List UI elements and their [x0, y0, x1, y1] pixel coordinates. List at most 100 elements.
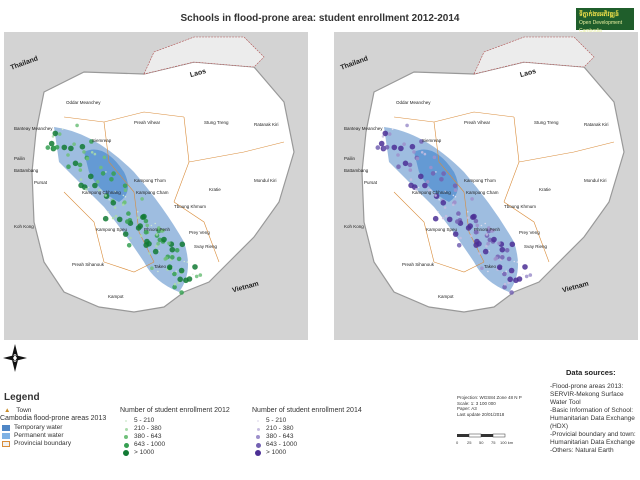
map2014-school-point	[440, 200, 447, 206]
map2012-school-point	[166, 264, 173, 270]
logo-line-khmer: ទីភ្នាក់ងារអភិវឌ្ឍន៍	[579, 12, 619, 18]
map2014-school-point	[502, 284, 507, 290]
map2012-school-point	[123, 188, 128, 192]
province-kampong-speu-2: Kampong Speu	[426, 227, 458, 232]
map2012-school-point	[82, 150, 86, 154]
map2012-school-point	[157, 270, 159, 273]
map2012-school-point	[194, 274, 199, 279]
scale-label-50: 50	[479, 440, 484, 445]
province-pailin-2: Pailin	[344, 156, 356, 161]
scale-label-0: 0	[456, 440, 459, 445]
legend-2014-symbol-2	[256, 435, 260, 439]
map2012-school-point	[136, 216, 140, 219]
legend-2012-symbol-3	[123, 442, 129, 448]
province-kampot: Kampot	[108, 294, 124, 299]
map2012-school-point	[161, 228, 165, 233]
map2012-school-point	[51, 135, 55, 138]
province-kampong-cham-2: Kampong Cham	[466, 190, 499, 195]
province-stung-treng: Stung Treng	[204, 120, 229, 125]
map2012-school-point	[125, 219, 130, 224]
map2012-school-point	[79, 178, 83, 181]
province-kampong-thom: Kampong Thom	[134, 178, 166, 183]
map2014-school-point	[402, 160, 409, 167]
legend-2012-symbol-4	[123, 450, 129, 456]
map2012-school-point	[179, 290, 184, 295]
map2014-school-point	[455, 219, 460, 224]
map2014-school-point	[402, 142, 406, 146]
map2014-school-point	[488, 250, 490, 252]
province-kampong-chhnang-2: Kampong Chhnang	[412, 190, 451, 195]
source-line: -Provicial boundary and town:	[550, 431, 636, 438]
map-metadata: Projection: WGS84 Zone 48 N P Scale: 1: …	[457, 395, 522, 417]
map2012-school-point	[113, 206, 117, 209]
map2012-school-point	[179, 241, 186, 248]
map2014-school-point	[396, 153, 400, 157]
map2012-school-point	[136, 211, 139, 213]
provincial-boundary-swatch	[2, 441, 10, 447]
source-line: -Flood-prone areas 2013:	[550, 383, 624, 390]
province-mondul: Mondul Kiri	[254, 178, 277, 183]
map2014-school-point	[486, 241, 490, 246]
map2012-school-point	[45, 145, 51, 150]
province-preah-vihear-2: Preah Vihear	[464, 120, 491, 125]
source-line: SERVIR-Mekong Surface Water Tool	[550, 391, 624, 406]
map2012-school-point	[156, 228, 162, 234]
map2012-school-point	[174, 248, 180, 253]
map2014-school-point	[491, 228, 495, 233]
map-2014: Thailand Laos Vietnam Oddar Meanchey Pre…	[334, 32, 638, 340]
legend-2012-class-label-0: 5 - 210	[134, 417, 155, 424]
map2012-school-point	[157, 226, 161, 230]
source-line: Humanitarian Data Exchange (HDX)	[550, 415, 635, 430]
legend-2012-class-label-2: 380 - 643	[134, 433, 162, 440]
legend-2014-title: Number of student enrollment 2014	[252, 407, 362, 414]
map2012-school-point	[102, 155, 107, 160]
source-line: -Others: Natural Earth	[550, 447, 614, 454]
map2014-school-point	[509, 241, 516, 248]
map2014-school-point	[459, 236, 462, 240]
map2012-school-point	[143, 218, 149, 224]
map2014-school-point	[507, 281, 510, 285]
map2014-school-point	[408, 168, 413, 172]
map2012-school-point	[116, 216, 123, 223]
map2014-school-point	[446, 216, 453, 223]
map2012-school-point	[104, 194, 107, 197]
map2012-school-point	[198, 273, 203, 277]
map2012-school-point	[135, 225, 142, 231]
province-koh-kong: Koh Kong	[14, 224, 34, 229]
map2014-school-point	[444, 190, 446, 193]
map2012-school-point	[129, 236, 132, 240]
map2012-school-point	[140, 234, 143, 237]
scale-bar: 0 25 50 75 100 km	[456, 433, 514, 445]
legend-2014-symbol-3	[255, 442, 261, 448]
map2014-school-point	[485, 245, 488, 248]
legend-2014-symbol-0	[257, 420, 259, 422]
map2012-school-point	[122, 200, 127, 204]
map2014-school-point	[438, 198, 440, 201]
map2014-school-point	[452, 194, 455, 197]
map2012-school-point	[61, 144, 68, 151]
map2012-school-point	[107, 210, 109, 213]
map2014-school-point	[452, 203, 455, 206]
map2012-school-point	[98, 188, 101, 192]
map2014-school-point	[466, 216, 470, 219]
map2012-school-point	[122, 194, 125, 197]
map2014-school-point	[470, 234, 473, 237]
map-2012-svg	[4, 32, 308, 340]
map2014-school-point	[428, 188, 431, 192]
map2014-school-point	[430, 171, 436, 176]
province-banteay: Banteay Meanchey	[14, 126, 53, 131]
map2012-school-point	[186, 261, 189, 263]
scale-label-75: 75	[491, 440, 496, 445]
map2014-school-point	[391, 144, 398, 151]
province-pursat: Pursat	[34, 180, 48, 185]
map2014-school-point	[473, 218, 479, 224]
legend-2012-class-label-1: 210 - 380	[134, 425, 162, 432]
province-oddar: Oddar Meanchey	[66, 100, 101, 105]
province-banteay-2: Banteay Meanchey	[344, 126, 383, 131]
map2012-school-point	[105, 171, 107, 173]
permanent-water-swatch	[2, 433, 10, 439]
map2014-school-point	[487, 226, 491, 230]
map2014-school-point	[396, 164, 401, 169]
map2012-school-point	[122, 231, 129, 237]
map2012-school-point	[140, 197, 144, 201]
